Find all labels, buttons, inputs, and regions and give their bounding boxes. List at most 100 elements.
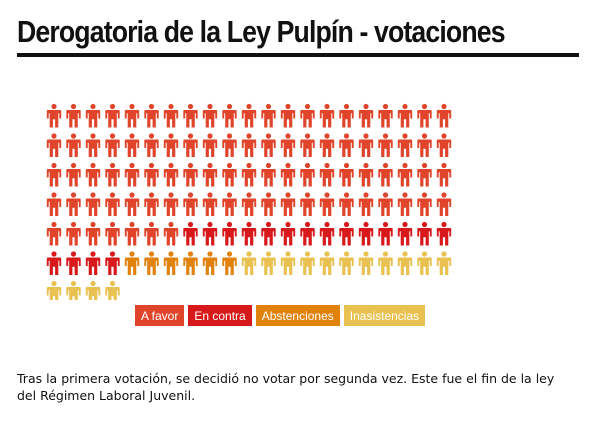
legend: A favor En contra Abstenciones Inasisten… (135, 305, 426, 326)
person-icon-a-favor (202, 162, 218, 187)
person-icon-en-contra (46, 251, 62, 275)
person-icon-a-favor (85, 162, 101, 187)
person-icon-inasistencias (66, 280, 81, 300)
person-icon-a-favor (105, 192, 120, 216)
person-icon-a-favor (358, 133, 374, 157)
person-icon-a-favor (144, 192, 159, 216)
person-icon-a-favor (163, 192, 179, 216)
person-icon-a-favor (85, 221, 101, 246)
person-icon-a-favor (46, 133, 62, 157)
person-icon-a-favor (183, 192, 198, 216)
legend-item-a-favor: A favor (135, 305, 185, 326)
person-icon-a-favor (85, 192, 101, 216)
person-icon-en-contra (358, 221, 374, 246)
person-icon-a-favor (339, 103, 354, 128)
person-icon-inasistencias (280, 251, 296, 275)
person-icon-abstenciones (144, 251, 159, 275)
person-icon-a-favor (300, 162, 315, 187)
person-icon-a-favor (222, 133, 237, 157)
person-icon-a-favor (261, 192, 276, 216)
person-icon-abstenciones (183, 251, 198, 275)
person-icon-a-favor (300, 103, 315, 128)
person-icon-a-favor (241, 133, 257, 157)
legend-item-inasistencias: Inasistencias (343, 305, 426, 326)
person-icon-a-favor (46, 103, 62, 128)
person-icon-inasistencias (436, 251, 452, 275)
person-icon-a-favor (397, 103, 413, 128)
person-icon-en-contra (436, 221, 452, 246)
person-icon-a-favor (319, 162, 335, 187)
person-icon-a-favor (319, 192, 335, 216)
person-icon-a-favor (222, 162, 237, 187)
person-icon-en-contra (66, 251, 81, 275)
person-icon-a-favor (46, 221, 62, 246)
person-icon-en-contra (202, 221, 218, 246)
person-icon-a-favor (339, 133, 354, 157)
person-icon-en-contra (105, 251, 120, 275)
person-icon-a-favor (202, 103, 218, 128)
person-icon-inasistencias (46, 280, 62, 300)
person-icon-a-favor (417, 133, 432, 157)
person-icon-inasistencias (261, 251, 276, 275)
person-icon-en-contra (280, 221, 296, 246)
person-icon-a-favor (222, 103, 237, 128)
legend-label-inasistencias: Inasistencias (349, 308, 420, 323)
person-icon-a-favor (378, 192, 393, 216)
person-icon-a-favor (339, 192, 354, 216)
person-icon-a-favor (124, 133, 140, 157)
person-icon-a-favor (358, 103, 374, 128)
person-icon-a-favor (183, 162, 198, 187)
person-icon-a-favor (436, 103, 452, 128)
person-icon-a-favor (358, 162, 374, 187)
person-icon-a-favor (144, 103, 159, 128)
person-icon-a-favor (66, 133, 81, 157)
person-icon-a-favor (241, 103, 257, 128)
person-icon-a-favor (280, 103, 296, 128)
person-icon-a-favor (339, 162, 354, 187)
person-icon-a-favor (280, 192, 296, 216)
person-icon-a-favor (66, 162, 81, 187)
person-icon-inasistencias (378, 251, 393, 275)
person-icon-a-favor (124, 162, 140, 187)
person-icon-en-contra (339, 221, 354, 246)
legend-item-abstenciones: Abstenciones (255, 305, 340, 326)
person-icon-a-favor (85, 103, 101, 128)
person-icon-a-favor (202, 133, 218, 157)
person-icon-inasistencias (358, 251, 374, 275)
person-icon-a-favor (436, 133, 452, 157)
person-icon-a-favor (436, 192, 452, 216)
person-icon-a-favor (300, 133, 315, 157)
person-icon-a-favor (378, 103, 393, 128)
footnote-text: Tras la primera votación, se decidió no … (17, 371, 555, 403)
person-icon-en-contra (397, 221, 413, 246)
person-icon-a-favor (261, 162, 276, 187)
person-icon-a-favor (202, 192, 218, 216)
person-icon-a-favor (144, 133, 159, 157)
legend-label-en-contra: En contra (194, 308, 246, 323)
person-icon-en-contra (378, 221, 393, 246)
person-icon-a-favor (261, 103, 276, 128)
person-icon-a-favor (397, 162, 413, 187)
person-icon-a-favor (319, 103, 335, 128)
person-icon-a-favor (378, 133, 393, 157)
person-icon-a-favor (300, 192, 315, 216)
person-icon-a-favor (358, 192, 374, 216)
person-icon-a-favor (85, 133, 101, 157)
person-icon-inasistencias (319, 251, 335, 275)
person-icon-a-favor (319, 133, 335, 157)
person-icon-inasistencias (339, 251, 354, 275)
person-icon-a-favor (241, 192, 257, 216)
person-icon-en-contra (300, 221, 315, 246)
person-icon-inasistencias (105, 280, 120, 300)
person-icon-a-favor (124, 103, 140, 128)
person-icon-a-favor (124, 221, 140, 246)
person-icon-en-contra (261, 221, 276, 246)
person-icon-en-contra (85, 251, 101, 275)
person-icon-en-contra (183, 221, 198, 246)
person-icon-a-favor (183, 133, 198, 157)
legend-label-abstenciones: Abstenciones (261, 308, 334, 323)
chart-title: Derogatoria de la Ley Pulpín - votacione… (17, 14, 506, 49)
person-icon-a-favor (105, 103, 120, 128)
person-icon-a-favor (163, 103, 179, 128)
person-icon-a-favor (397, 192, 413, 216)
